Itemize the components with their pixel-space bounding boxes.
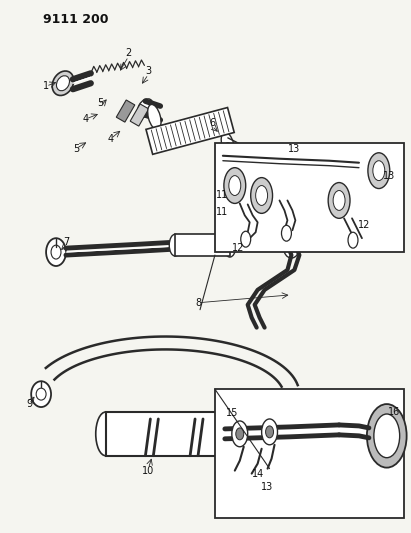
Text: 12: 12 [358,220,370,230]
Text: 14: 14 [252,469,264,479]
Ellipse shape [52,71,74,95]
Ellipse shape [46,238,66,266]
Ellipse shape [148,104,161,130]
Ellipse shape [229,175,241,196]
Ellipse shape [282,225,291,241]
Ellipse shape [51,245,61,259]
Ellipse shape [367,404,406,467]
Ellipse shape [374,414,399,458]
Ellipse shape [138,99,153,117]
Ellipse shape [221,132,235,157]
Ellipse shape [373,161,385,181]
Bar [215,389,404,518]
Text: 11: 11 [216,190,228,200]
Text: 16: 16 [388,407,400,417]
Ellipse shape [368,153,390,189]
Text: 6: 6 [209,118,215,128]
Text: 9111 200: 9111 200 [43,13,109,26]
Ellipse shape [31,381,51,407]
Text: 2: 2 [125,49,132,59]
Ellipse shape [250,415,270,459]
Ellipse shape [232,421,248,447]
Bar [130,104,149,126]
Text: 11: 11 [216,207,228,217]
Ellipse shape [328,183,350,219]
Ellipse shape [96,412,115,456]
Text: 4: 4 [83,114,89,124]
Ellipse shape [169,234,181,256]
Text: 10: 10 [142,466,155,475]
Text: 1: 1 [43,81,49,91]
Bar [175,234,230,256]
Text: 5: 5 [97,98,104,108]
Ellipse shape [224,168,246,204]
Ellipse shape [256,185,268,205]
Text: 7: 7 [63,237,69,247]
Ellipse shape [348,232,358,248]
Bar [146,108,234,155]
Text: 15: 15 [226,408,238,418]
Text: 13: 13 [288,144,300,154]
Ellipse shape [56,76,69,91]
Ellipse shape [36,388,46,400]
Text: 8: 8 [195,298,201,308]
Text: 9: 9 [26,399,32,409]
Text: 3: 3 [145,66,151,76]
Ellipse shape [236,428,244,440]
Text: 12: 12 [231,243,244,253]
Text: 4: 4 [108,134,114,144]
Ellipse shape [284,236,299,258]
Ellipse shape [241,231,251,247]
Bar [215,143,404,252]
Bar [116,100,135,122]
Ellipse shape [266,426,274,438]
Bar [106,412,260,456]
Ellipse shape [333,190,345,211]
Ellipse shape [224,235,236,257]
Text: 5: 5 [73,144,79,154]
Ellipse shape [251,177,272,213]
Ellipse shape [262,419,277,445]
Ellipse shape [289,243,294,251]
Text: 13: 13 [383,171,395,181]
Text: 13: 13 [261,481,274,491]
